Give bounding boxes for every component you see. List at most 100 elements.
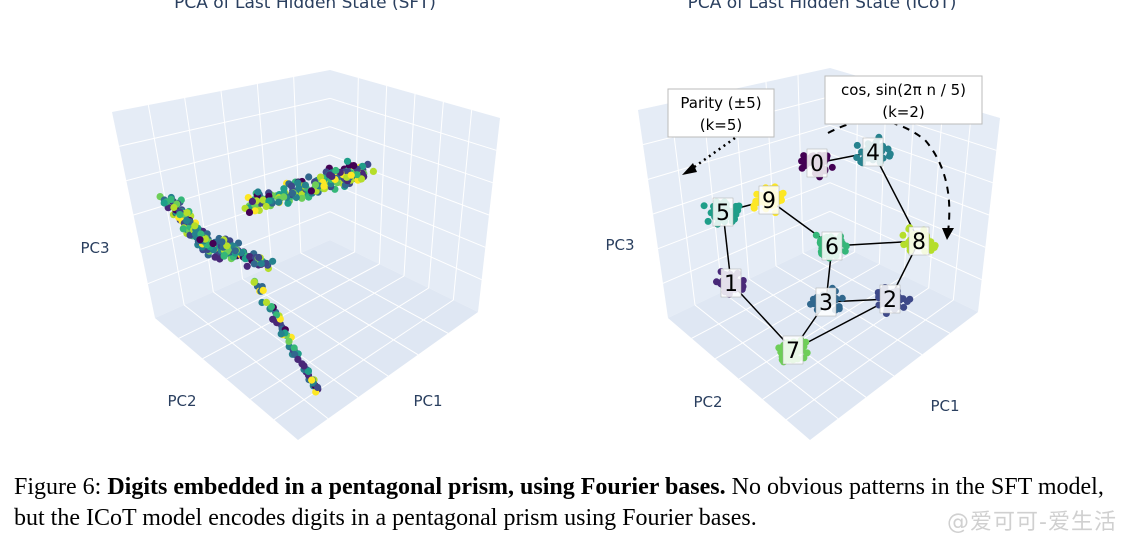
scatter-point: [262, 298, 271, 306]
scatter-point: [343, 157, 352, 165]
digit-label-box: [815, 287, 837, 317]
digit-label: 3: [819, 291, 833, 316]
scatter-point: [259, 196, 267, 204]
scatter-point: [223, 242, 231, 250]
cluster-point: [779, 189, 787, 197]
right-wall: [830, 68, 1000, 312]
cluster-point: [700, 202, 708, 210]
digit-label-box: [758, 185, 780, 215]
figure-caption: Figure 6: Digits embedded in a pentagona…: [14, 472, 1119, 534]
cluster-point: [899, 295, 907, 303]
chart-title: PCA of Last Hidden State (ICoT): [688, 0, 957, 13]
scatter-point: [209, 239, 217, 248]
annotation-box: [824, 75, 983, 125]
sft-scatter-svg: PCA of Last Hidden State (SFT) PC3 PC2 PC1: [80, 0, 500, 440]
scatter-point: [250, 260, 258, 268]
cluster-point: [828, 163, 836, 171]
scatter-point: [289, 189, 297, 197]
scatter-point: [201, 235, 209, 243]
scatter-point: [246, 253, 254, 261]
scatter-point: [275, 198, 283, 206]
scatter-point: [294, 355, 302, 363]
scatter-point: [305, 173, 313, 181]
scatter-point: [269, 257, 277, 265]
cluster-point: [841, 247, 849, 255]
digit-label: 4: [866, 141, 880, 166]
cluster-point: [842, 242, 850, 250]
scatter-point: [350, 162, 358, 170]
scatter-point: [257, 260, 265, 268]
cluster-point: [838, 294, 846, 302]
digit-label: 9: [762, 189, 776, 214]
scatter-point: [300, 362, 308, 370]
scatter-point: [218, 238, 226, 246]
cluster-point: [906, 295, 914, 303]
scatter-point: [164, 204, 172, 212]
icot-plot-panel: PCA of Last Hidden State (ICoT) PC3 PC2 PC1…: [560, 0, 1129, 450]
scatter-point: [176, 211, 184, 219]
digit-label: 7: [786, 339, 800, 364]
scatter-point: [255, 253, 263, 262]
scatter-point: [287, 182, 296, 190]
scatter-point: [265, 197, 273, 205]
scatter-point: [251, 207, 259, 215]
chart-title: PCA of Last Hidden State (SFT): [174, 0, 436, 13]
grid-line: [786, 299, 954, 421]
prism-edge: [730, 282, 794, 351]
caption-text: No obvious patterns in the SFT model, bu…: [14, 474, 1104, 531]
scatter-point: [183, 217, 191, 225]
scatter-point: [332, 166, 340, 175]
cluster-point: [812, 231, 820, 239]
cluster-point: [835, 303, 843, 311]
scatter-point: [277, 330, 285, 338]
digit-label-box: [862, 137, 884, 167]
scatter-point: [280, 193, 288, 201]
scatter-point: [254, 188, 262, 196]
scatter-point: [191, 222, 199, 230]
annotation-line: cos, sin(2π n / 5): [841, 81, 966, 99]
sft-plot-panel: PCA of Last Hidden State (SFT) PC3 PC2 PC1: [0, 0, 560, 450]
scatter-point: [196, 236, 204, 244]
scatter-point: [248, 197, 256, 205]
scatter-point: [311, 181, 320, 189]
cluster-point: [734, 206, 742, 214]
scatter-point: [295, 184, 303, 192]
grid-line: [329, 211, 482, 281]
digit-label-box: [879, 284, 901, 314]
digit-label-box: [712, 197, 734, 227]
scatter-point: [269, 315, 277, 323]
watermark: @爱可可-爱生活: [947, 510, 1117, 535]
scatter-point: [245, 208, 254, 216]
scatter-point: [290, 344, 298, 352]
cluster-point: [900, 303, 908, 311]
axis-label-x: PC1: [413, 392, 442, 410]
parity-arrow-head: [682, 163, 697, 175]
scatter-point: [357, 175, 366, 183]
cluster-point: [931, 242, 939, 249]
digit-label-box: [782, 335, 804, 365]
scatter-point: [160, 199, 168, 207]
axis-label-y: PC2: [167, 392, 196, 410]
digit-label: 0: [810, 152, 824, 177]
scatter-point: [358, 162, 367, 170]
grid-line: [293, 76, 302, 254]
axis-label-z: PC3: [80, 239, 109, 257]
axis-label-z: PC3: [605, 236, 634, 254]
cluster-point: [899, 231, 907, 239]
annotation-line: (k=2): [882, 103, 925, 121]
caption-label: Figure 6:: [14, 474, 102, 500]
scatter-point: [250, 278, 258, 286]
annotation-line: (k=5): [700, 116, 743, 134]
scatter-point: [307, 187, 315, 195]
digit-label-box: [821, 231, 843, 261]
scatter-point: [259, 286, 267, 294]
digit-label: 6: [825, 235, 839, 260]
annotation-box: [667, 88, 775, 138]
scatter-point: [179, 225, 187, 233]
cluster-point: [853, 141, 861, 149]
scatter-point: [353, 171, 361, 179]
scatter-point: [314, 383, 322, 391]
right-wall: [330, 70, 500, 312]
left-wall: [112, 70, 330, 318]
scatter-point: [320, 182, 328, 190]
